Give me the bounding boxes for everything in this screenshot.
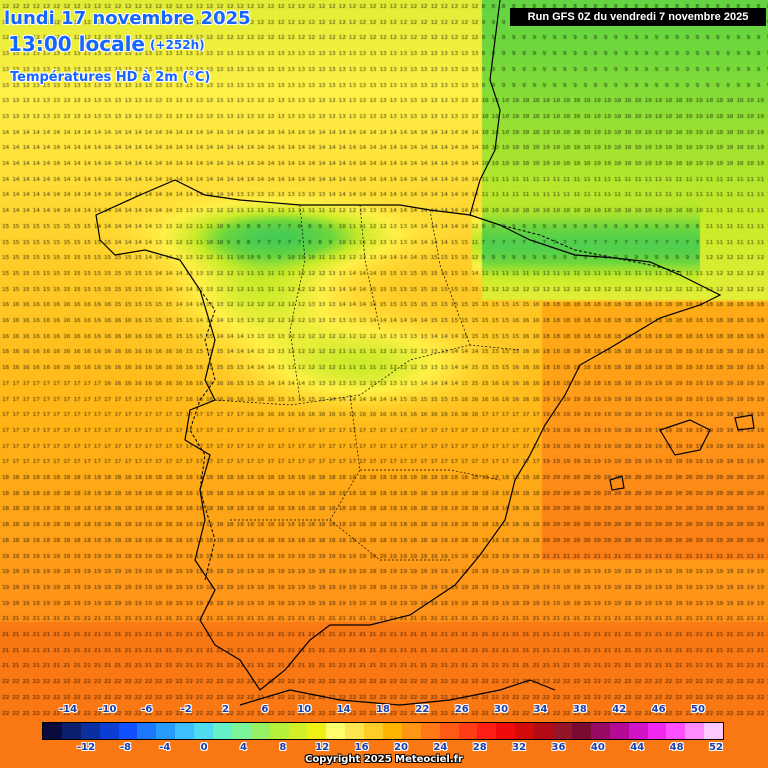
legend-tick-bottom: 48 <box>669 742 684 753</box>
regional-borders <box>214 204 521 561</box>
copyright: Copyright 2025 Meteociel.fr <box>305 754 463 765</box>
legend-swatch <box>420 723 440 739</box>
legend-swatch <box>439 723 459 739</box>
variable-label: Températures HD à 2m (°C) <box>10 70 211 85</box>
legend-swatch <box>250 723 270 739</box>
legend-swatch <box>383 723 402 739</box>
north-africa-coastline <box>239 679 556 706</box>
legend-swatch <box>364 723 384 739</box>
legend-tick-top: 46 <box>651 704 666 715</box>
legend-tick-top: 14 <box>336 704 351 715</box>
legend-colorbar <box>42 722 724 740</box>
legend-swatch <box>590 723 610 739</box>
spain-france-border <box>469 214 681 273</box>
lead-time: (+252h) <box>150 38 205 52</box>
legend-tick-top: 34 <box>533 704 548 715</box>
run-info: Run GFS 0Z du vendredi 7 novembre 2025 <box>510 8 766 26</box>
forecast-time: 13:00 locale <box>8 32 145 56</box>
legend-swatch <box>496 723 516 739</box>
legend-tick-top: -6 <box>141 704 153 715</box>
legend-swatch <box>458 723 478 739</box>
ibiza-island <box>609 475 625 491</box>
legend-tick-top: 42 <box>612 704 627 715</box>
legend-swatch <box>515 723 535 739</box>
legend-tick-bottom: 8 <box>279 742 287 753</box>
legend-swatch <box>534 723 554 739</box>
legend-tick-bottom: 12 <box>315 742 330 753</box>
legend-tick-bottom: 44 <box>630 742 645 753</box>
legend-swatch <box>61 723 81 739</box>
mallorca-island <box>659 419 711 456</box>
legend-tick-top: 2 <box>222 704 229 715</box>
legend-tick-bottom: 28 <box>472 742 487 753</box>
legend-tick-top: -2 <box>180 704 192 715</box>
legend-tick-bottom: -4 <box>159 742 171 753</box>
legend-tick-top: 10 <box>297 704 312 715</box>
color-legend: -14 -10 -6 -2 2 6 10 14 18 22 26 30 34 38 42 46 50 -12 -8-… <box>38 704 724 753</box>
legend-tick-top: 26 <box>454 704 469 715</box>
legend-tick-bottom: 24 <box>433 742 448 753</box>
legend-tick-bottom: -12 <box>76 742 96 753</box>
legend-swatch <box>628 723 648 739</box>
legend-swatch <box>401 723 421 739</box>
legend-swatch <box>80 723 100 739</box>
legend-tick-bottom: 52 <box>709 742 723 753</box>
iberia-coastline <box>95 179 722 691</box>
legend-tick-bottom: 4 <box>240 742 247 753</box>
legend-tick-bottom: -8 <box>119 742 131 753</box>
legend-swatch <box>43 723 62 739</box>
legend-swatch <box>231 723 251 739</box>
legend-tick-top: 38 <box>572 704 587 715</box>
legend-tick-bottom: 0 <box>200 742 208 753</box>
legend-swatch <box>553 723 572 739</box>
legend-swatch <box>704 723 724 739</box>
legend-tick-top: 6 <box>261 704 269 715</box>
forecast-date: lundi 17 novembre 2025 <box>4 8 251 29</box>
legend-tick-top: -10 <box>98 704 117 715</box>
legend-swatch <box>647 723 667 739</box>
legend-tick-bottom: 32 <box>512 742 527 753</box>
legend-swatch <box>156 723 176 739</box>
legend-swatch <box>99 723 119 739</box>
france-coastline <box>469 0 501 216</box>
legend-swatch <box>288 723 308 739</box>
legend-swatch <box>571 723 591 739</box>
legend-tick-top: 22 <box>415 704 430 715</box>
legend-swatch <box>118 723 138 739</box>
legend-tick-bottom: 16 <box>354 742 369 753</box>
legend-swatch <box>307 723 327 739</box>
legend-swatch <box>213 723 232 739</box>
legend-swatch <box>326 723 346 739</box>
legend-tick-top: 30 <box>494 704 509 715</box>
legend-tick-bottom: 40 <box>590 742 605 753</box>
legend-swatch <box>685 723 705 739</box>
legend-swatch <box>345 723 365 739</box>
spain-portugal-border <box>189 289 216 581</box>
legend-tick-bottom: 20 <box>394 742 408 753</box>
legend-swatch <box>194 723 214 739</box>
legend-swatch <box>609 723 629 739</box>
legend-swatch <box>477 723 497 739</box>
legend-tick-bottom: 36 <box>551 742 566 753</box>
menorca-island <box>734 414 755 431</box>
legend-tick-top: -14 <box>58 704 78 715</box>
legend-tick-top: 18 <box>376 704 390 715</box>
legend-tick-top: 50 <box>691 704 705 715</box>
legend-swatch <box>666 723 686 739</box>
legend-swatch <box>137 723 157 739</box>
legend-swatch <box>175 723 195 739</box>
legend-swatch <box>269 723 289 739</box>
